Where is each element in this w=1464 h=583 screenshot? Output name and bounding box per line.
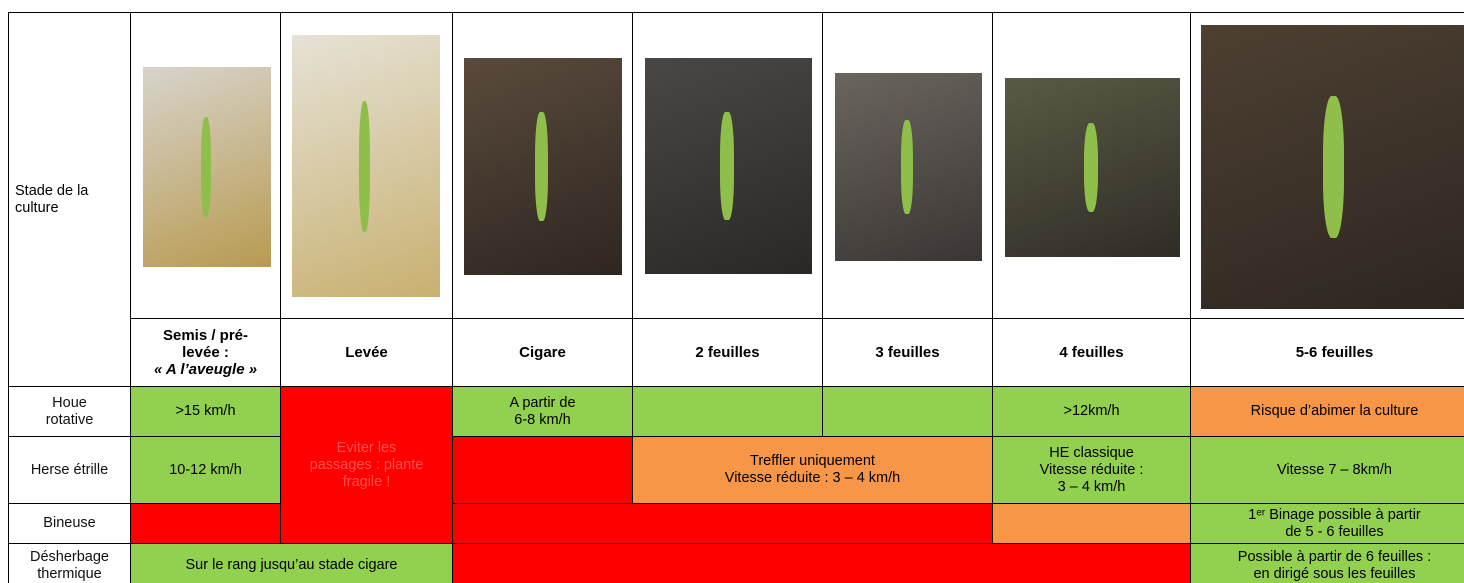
photo-cell — [1191, 13, 1464, 319]
sprout — [720, 112, 733, 220]
stage-subtitle: « A l’aveugle » — [133, 361, 278, 378]
recommendation-cell — [823, 387, 993, 437]
image-row: Stade de la culture — [9, 13, 1464, 319]
method-label: Bineuse — [9, 504, 131, 544]
stage-title: 2 feuilles — [635, 344, 820, 361]
recommendation-text: Treffler uniquement — [635, 453, 990, 470]
sprout — [535, 112, 548, 221]
recommendation-text: Vitesse réduite : 3 – 4 km/h — [635, 470, 990, 487]
recommendation-cell: Sur le rang jusqu’au stade cigare — [131, 544, 453, 583]
recommendation-text: Sur le rang jusqu’au stade cigare — [133, 557, 450, 574]
recommendation-text: Risque d’abimer la culture — [1193, 403, 1464, 420]
recommendation-cell — [993, 504, 1191, 544]
stage-header: Semis / pré-levée :« A l’aveugle » — [131, 319, 281, 387]
recommendation-cell: Vitesse 7 – 8km/h — [1191, 437, 1464, 504]
recommendation-text: en dirigé sous les feuilles — [1193, 566, 1464, 583]
photo — [292, 35, 440, 297]
recommendation-text: >15 km/h — [133, 403, 278, 420]
stage-title: Semis / pré- — [133, 327, 278, 344]
photo-cell — [131, 13, 281, 319]
stage-title: 4 feuilles — [995, 344, 1188, 361]
recommendation-text: 1ᵉʳ Binage possible à partir — [1193, 507, 1464, 524]
method-label: Herse étrille — [9, 437, 131, 504]
recommendation-text: 10-12 km/h — [133, 462, 278, 479]
stage-title: 5-6 feuilles — [1193, 344, 1464, 361]
recommendation-cell: >12km/h — [993, 387, 1191, 437]
method-label-text: rotative — [11, 412, 128, 429]
recommendation-text: 6-8 km/h — [455, 412, 630, 429]
recommendation-text: Eviter les — [283, 440, 450, 457]
method-label-text: Bineuse — [11, 515, 128, 532]
recommendation-text: Vitesse 7 – 8km/h — [1193, 462, 1464, 479]
stage-title: Levée — [283, 344, 450, 361]
photo — [645, 58, 812, 274]
stage-title: Cigare — [455, 344, 630, 361]
photo-cell — [823, 13, 993, 319]
recommendation-text: 3 – 4 km/h — [995, 479, 1188, 496]
sprout — [901, 120, 913, 214]
recommendation-text: Possible à partir de 6 feuilles : — [1193, 549, 1464, 566]
recommendation-cell: Risque d’abimer la culture — [1191, 387, 1464, 437]
stage-header: 3 feuilles — [823, 319, 993, 387]
photo — [143, 67, 271, 267]
method-row: Herse étrille 10-12 km/h Treffler uniqueme… — [9, 437, 1464, 504]
recommendation-cell — [453, 544, 1191, 583]
stage-header: Cigare — [453, 319, 633, 387]
stage-title: 3 feuilles — [825, 344, 990, 361]
recommendation-text: passages : plante — [283, 457, 450, 474]
sprout — [201, 117, 211, 217]
recommendation-text: Vitesse réduite : — [995, 462, 1188, 479]
recommendation-text: de 5 - 6 feuilles — [1193, 524, 1464, 541]
stage-table: Stade de la culture Semis / pré-levée :« … — [8, 12, 1464, 583]
method-label-text: Houe — [11, 395, 128, 412]
page: Stade de la culture Semis / pré-levée :« … — [0, 0, 1464, 583]
stage-header: 4 feuilles — [993, 319, 1191, 387]
stage-header: Levée — [281, 319, 453, 387]
photo — [835, 73, 982, 261]
recommendation-text: >12km/h — [995, 403, 1188, 420]
recommendation-cell: >15 km/h — [131, 387, 281, 437]
stage-label-text: Stade de la culture — [15, 183, 128, 217]
table-wrap: Stade de la culture Semis / pré-levée :« … — [8, 12, 1464, 583]
photo-cell — [453, 13, 633, 319]
photo — [464, 58, 622, 275]
recommendation-cell — [453, 437, 633, 504]
stage-title: levée : — [133, 344, 278, 361]
recommendation-cell: 10-12 km/h — [131, 437, 281, 504]
photo-cell — [281, 13, 453, 319]
photo — [1005, 78, 1180, 257]
sprout — [1323, 96, 1345, 238]
recommendation-cell — [453, 504, 993, 544]
method-label-text: Désherbage — [11, 549, 128, 566]
recommendation-text: fragile ! — [283, 474, 450, 491]
recommendation-cell — [131, 504, 281, 544]
photo-cell — [633, 13, 823, 319]
stage-label: Stade de la culture — [9, 13, 131, 387]
stage-header: 2 feuilles — [633, 319, 823, 387]
recommendation-text: A partir de — [455, 395, 630, 412]
method-label-text: Herse étrille — [11, 462, 128, 479]
sprout — [1084, 123, 1098, 213]
photo — [1201, 25, 1464, 309]
photo-cell — [993, 13, 1191, 319]
method-label-text: thermique — [11, 566, 128, 583]
stage-header: 5-6 feuilles — [1191, 319, 1464, 387]
recommendation-cell — [633, 387, 823, 437]
recommendation-text: HE classique — [995, 445, 1188, 462]
recommendation-cell: Possible à partir de 6 feuilles :en diri… — [1191, 544, 1464, 583]
sprout — [359, 101, 371, 232]
